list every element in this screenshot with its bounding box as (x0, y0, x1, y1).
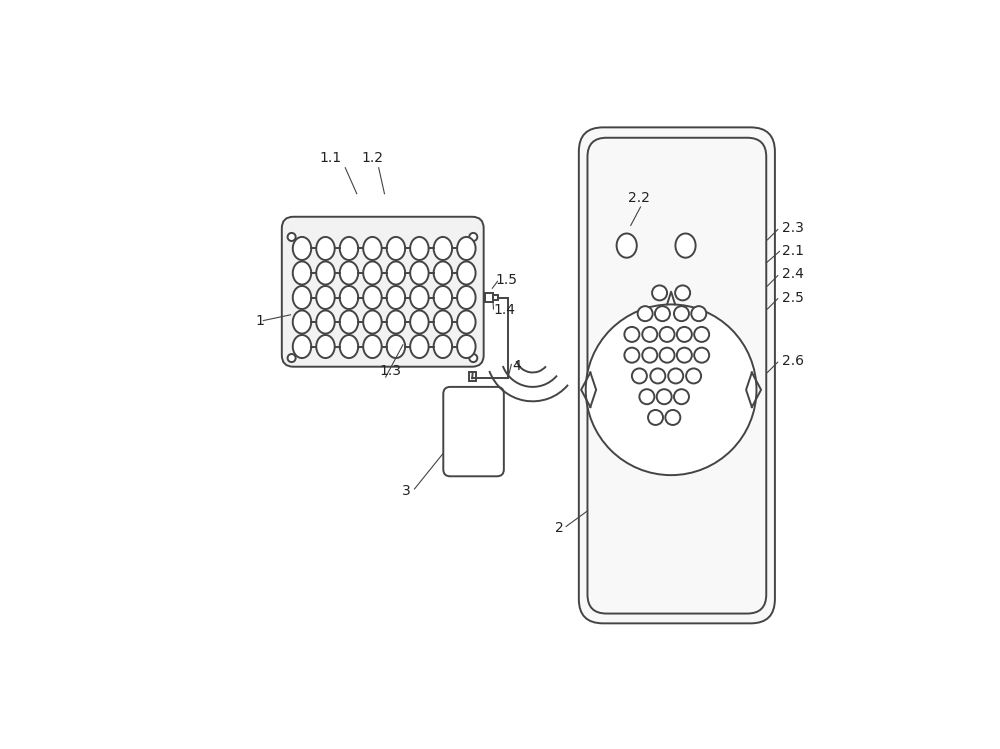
Ellipse shape (410, 261, 429, 285)
Circle shape (642, 348, 657, 363)
Bar (469, 372, 476, 381)
Circle shape (677, 348, 692, 363)
Circle shape (686, 369, 701, 383)
Circle shape (657, 389, 672, 404)
Ellipse shape (410, 286, 429, 309)
Text: 2.3: 2.3 (782, 221, 804, 235)
Ellipse shape (340, 286, 358, 309)
Ellipse shape (434, 335, 452, 358)
Circle shape (288, 354, 296, 362)
Circle shape (639, 389, 654, 404)
Circle shape (469, 354, 477, 362)
Ellipse shape (293, 237, 311, 260)
Text: 2.4: 2.4 (782, 267, 804, 282)
Circle shape (660, 348, 675, 363)
FancyBboxPatch shape (282, 216, 484, 367)
Circle shape (675, 285, 690, 300)
Ellipse shape (340, 237, 358, 260)
Text: 2: 2 (555, 521, 563, 536)
Circle shape (586, 304, 756, 475)
Ellipse shape (434, 311, 452, 333)
Ellipse shape (387, 335, 405, 358)
Circle shape (642, 327, 657, 342)
Ellipse shape (387, 261, 405, 285)
Ellipse shape (387, 237, 405, 260)
Ellipse shape (434, 237, 452, 260)
Text: 1: 1 (256, 314, 265, 327)
Text: 1.3: 1.3 (380, 364, 402, 378)
Ellipse shape (457, 311, 476, 333)
Circle shape (469, 233, 477, 241)
Text: 2.6: 2.6 (782, 354, 804, 368)
Circle shape (694, 327, 709, 342)
Circle shape (632, 369, 647, 383)
Text: 4: 4 (512, 359, 521, 372)
Ellipse shape (363, 311, 382, 333)
Text: 2.2: 2.2 (628, 191, 650, 205)
Circle shape (674, 389, 689, 404)
Ellipse shape (457, 335, 476, 358)
Circle shape (674, 306, 689, 321)
Ellipse shape (293, 311, 311, 333)
Text: 2.1: 2.1 (782, 244, 804, 258)
Ellipse shape (617, 234, 637, 258)
Ellipse shape (316, 286, 335, 309)
Ellipse shape (340, 261, 358, 285)
Ellipse shape (387, 286, 405, 309)
Text: 3: 3 (402, 484, 410, 497)
Bar (493, 294, 498, 300)
Text: 2.5: 2.5 (782, 291, 804, 305)
Ellipse shape (410, 237, 429, 260)
Circle shape (624, 327, 639, 342)
Ellipse shape (387, 311, 405, 333)
FancyBboxPatch shape (579, 127, 775, 623)
Ellipse shape (363, 237, 382, 260)
Circle shape (668, 369, 683, 383)
Circle shape (655, 306, 670, 321)
Circle shape (665, 410, 680, 425)
Ellipse shape (316, 261, 335, 285)
Ellipse shape (410, 311, 429, 333)
Circle shape (677, 327, 692, 342)
Text: 1.1: 1.1 (320, 151, 342, 165)
Circle shape (624, 348, 639, 363)
Ellipse shape (363, 286, 382, 309)
Ellipse shape (316, 335, 335, 358)
Text: 1.4: 1.4 (493, 303, 515, 317)
Ellipse shape (457, 286, 476, 309)
Ellipse shape (457, 237, 476, 260)
Circle shape (288, 233, 296, 241)
Ellipse shape (457, 261, 476, 285)
Ellipse shape (363, 261, 382, 285)
Ellipse shape (434, 261, 452, 285)
Circle shape (652, 285, 667, 300)
Ellipse shape (293, 261, 311, 285)
Ellipse shape (316, 237, 335, 260)
Ellipse shape (340, 335, 358, 358)
Circle shape (650, 369, 665, 383)
Ellipse shape (363, 335, 382, 358)
Circle shape (691, 306, 706, 321)
Ellipse shape (434, 286, 452, 309)
Bar (485, 293, 493, 302)
Ellipse shape (410, 335, 429, 358)
FancyBboxPatch shape (443, 387, 504, 476)
Ellipse shape (293, 335, 311, 358)
Circle shape (694, 348, 709, 363)
Circle shape (660, 327, 675, 342)
Ellipse shape (340, 311, 358, 333)
Text: 1.5: 1.5 (495, 273, 517, 287)
Text: 1.2: 1.2 (362, 151, 384, 165)
Ellipse shape (675, 234, 696, 258)
Ellipse shape (293, 286, 311, 309)
Ellipse shape (316, 311, 335, 333)
Circle shape (638, 306, 653, 321)
Circle shape (648, 410, 663, 425)
